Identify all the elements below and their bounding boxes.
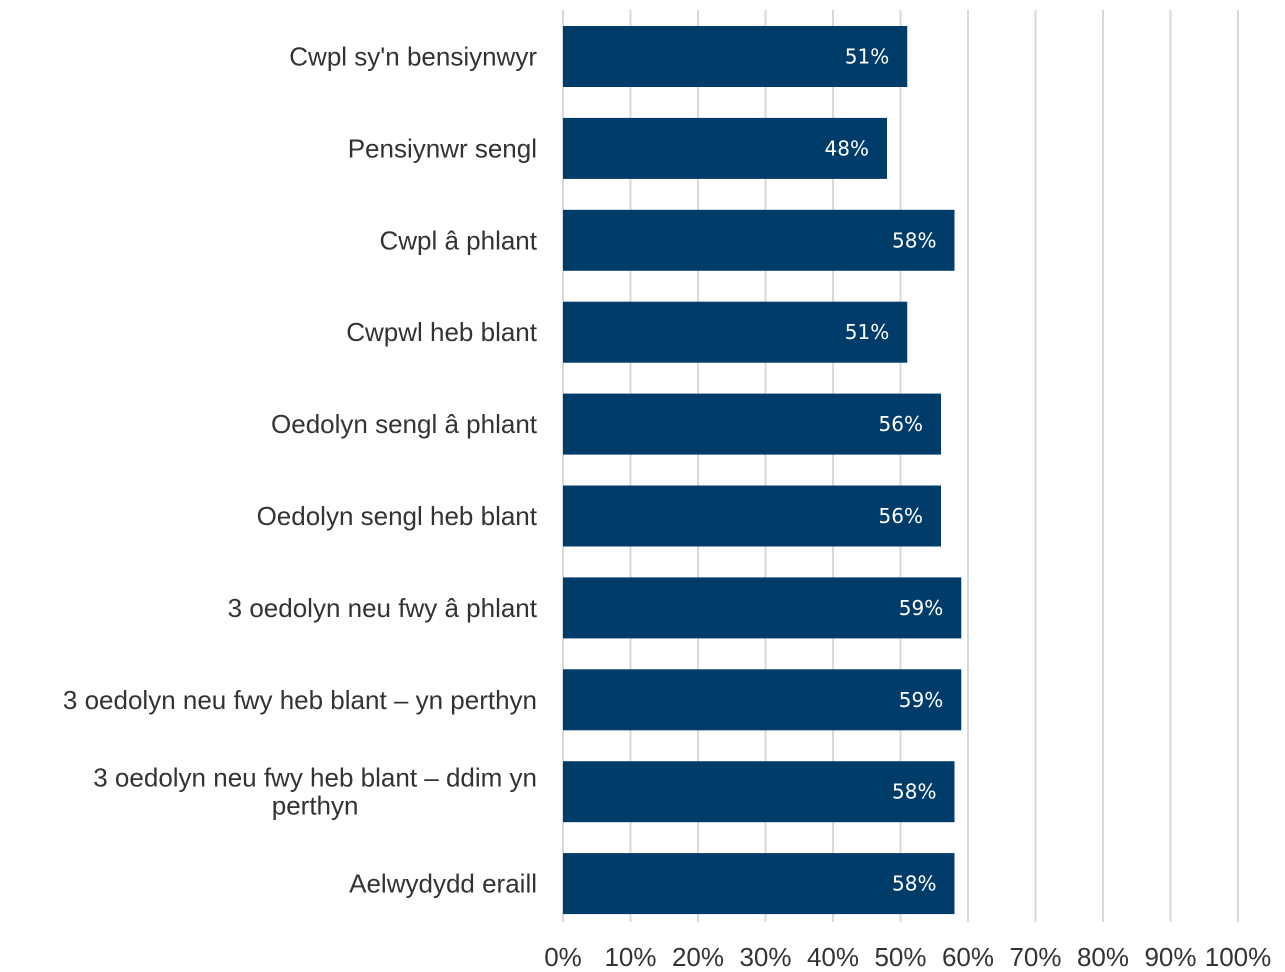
category-label: Pensiynwr sengl: [348, 133, 537, 163]
data-label: 58%: [892, 228, 936, 252]
x-axis-tick-labels: 0% 10% 20% 30% 40% 50% 60% 70% 80% 90% 100%: [544, 942, 1271, 972]
x-tick-label: 60%: [942, 942, 994, 972]
bars: 51% 48% 58% 51% 56% 56% 59% 59% 58% 58%: [563, 26, 962, 915]
x-tick-label: 100%: [1205, 942, 1272, 972]
category-label: Cwpwl heb blant: [346, 317, 538, 347]
x-tick-label: 10%: [604, 942, 656, 972]
bar: [563, 669, 962, 731]
category-label: Oedolyn sengl heb blant: [257, 501, 538, 531]
x-tick-label: 50%: [874, 942, 926, 972]
data-label: 58%: [892, 780, 936, 804]
data-label: 51%: [845, 320, 889, 344]
data-label: 51%: [845, 45, 889, 69]
bar: [563, 26, 908, 87]
bar: [563, 393, 941, 455]
x-tick-label: 40%: [807, 942, 859, 972]
category-label: Aelwydydd eraill: [349, 869, 537, 899]
data-label: 56%: [879, 504, 923, 528]
x-tick-label: 30%: [739, 942, 791, 972]
bar: [563, 117, 887, 179]
category-label: Cwpl â phlant: [379, 225, 537, 255]
bar: [563, 485, 941, 547]
x-tick-label: 20%: [672, 942, 724, 972]
x-tick-label: 80%: [1077, 942, 1129, 972]
x-tick-label: 0%: [544, 942, 582, 972]
data-label: 48%: [825, 136, 869, 160]
data-label: 56%: [879, 412, 923, 436]
data-label: 59%: [899, 688, 943, 712]
bar: [563, 853, 955, 915]
category-labels: Cwpl sy'n bensiynwyr Pensiynwr sengl Cwpl …: [63, 42, 538, 899]
data-label: 58%: [892, 872, 936, 896]
category-label: 3 oedolyn neu fwy heb blant – yn perthyn: [63, 685, 537, 715]
bar: [563, 209, 955, 271]
bar: [563, 301, 908, 363]
category-label: Oedolyn sengl â phlant: [271, 409, 538, 439]
category-label: 3 oedolyn neu fwy â phlant: [228, 593, 538, 623]
category-label: 3 oedolyn neu fwy heb blant – ddim yn per…: [93, 763, 537, 821]
bar: [563, 577, 962, 639]
data-label: 59%: [899, 596, 943, 620]
x-tick-label: 90%: [1144, 942, 1196, 972]
bar: [563, 761, 955, 823]
x-tick-label: 70%: [1009, 942, 1061, 972]
category-label: Cwpl sy'n bensiynwyr: [289, 42, 537, 72]
